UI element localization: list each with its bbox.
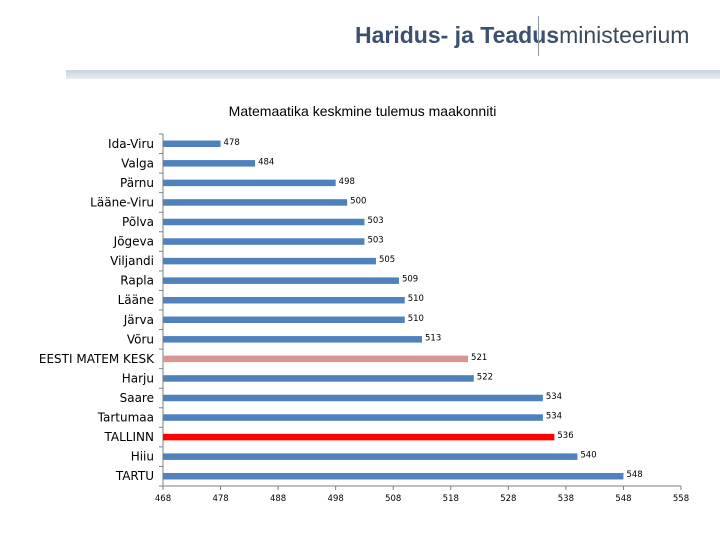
data-label: 505 (379, 255, 395, 265)
bar (163, 140, 221, 148)
category-label: Võru (127, 332, 154, 346)
bar (163, 433, 555, 441)
x-tick-label: 508 (385, 494, 401, 504)
category-label: Lääne-Viru (90, 195, 154, 209)
logo-divider (538, 16, 539, 56)
x-tick-label: 488 (270, 494, 286, 504)
chart-title: Matemaatika keskmine tulemus maakonniti (228, 103, 497, 119)
category-label: Põlva (122, 215, 154, 229)
bar (163, 179, 336, 187)
data-label: 522 (477, 372, 493, 382)
data-label: 503 (367, 236, 383, 246)
bar (163, 414, 543, 421)
x-tick-label: 548 (615, 494, 631, 504)
category-label: Harju (122, 371, 154, 385)
data-label: 536 (557, 431, 573, 441)
data-label: 484 (258, 157, 274, 167)
data-label: 534 (546, 392, 562, 402)
x-tick-label: 478 (212, 494, 228, 504)
data-label: 509 (402, 275, 418, 285)
bar (163, 375, 474, 382)
data-label: 534 (546, 412, 562, 422)
data-label: 498 (339, 177, 355, 187)
bar (163, 355, 469, 363)
data-label: 510 (408, 294, 424, 304)
category-label: TALLINN (104, 430, 154, 444)
data-label: 478 (224, 138, 240, 148)
data-label: 513 (425, 333, 441, 343)
x-tick-label: 558 (673, 494, 689, 504)
category-label: Jõgeva (113, 235, 154, 249)
logo-text-part1: Haridus- ja Teadus (355, 22, 560, 48)
bar (163, 160, 256, 167)
category-label: Lääne (118, 293, 154, 307)
data-label: 500 (350, 196, 366, 206)
bar (163, 277, 399, 284)
data-label: 548 (626, 470, 642, 480)
category-label: Järva (123, 313, 154, 327)
bar (163, 238, 365, 245)
x-tick-label: 528 (500, 494, 516, 504)
category-label: Valga (121, 156, 154, 170)
logo-text: Haridus- ja Teadusministeerium (355, 22, 689, 49)
category-label: Tartumaa (97, 411, 154, 425)
category-label: Rapla (120, 274, 154, 288)
bar (163, 453, 578, 460)
x-tick-label: 538 (558, 494, 574, 504)
header-band (66, 70, 720, 79)
data-label: 540 (580, 451, 596, 461)
bar (163, 257, 376, 265)
bar (163, 336, 422, 343)
logo-text-part2: ministeerium (559, 22, 690, 48)
category-label: EESTI MATEM KESK (39, 352, 155, 366)
data-label: 510 (408, 314, 424, 324)
category-label: TARTU (115, 469, 154, 483)
data-label: 521 (471, 353, 487, 363)
bar (163, 394, 543, 402)
category-label: Saare (120, 391, 154, 405)
x-tick-label: 498 (328, 494, 344, 504)
category-label: Hiiu (131, 450, 154, 464)
category-label: Viljandi (110, 254, 154, 268)
category-label: Ida-Viru (108, 137, 154, 151)
bar (163, 199, 348, 206)
category-label: Pärnu (120, 176, 154, 190)
bar (163, 472, 624, 480)
x-tick-label: 468 (155, 494, 171, 504)
x-tick-label: 518 (443, 494, 459, 504)
bar (163, 296, 405, 304)
data-label: 503 (367, 216, 383, 226)
bar (163, 218, 365, 226)
bar (163, 316, 405, 324)
